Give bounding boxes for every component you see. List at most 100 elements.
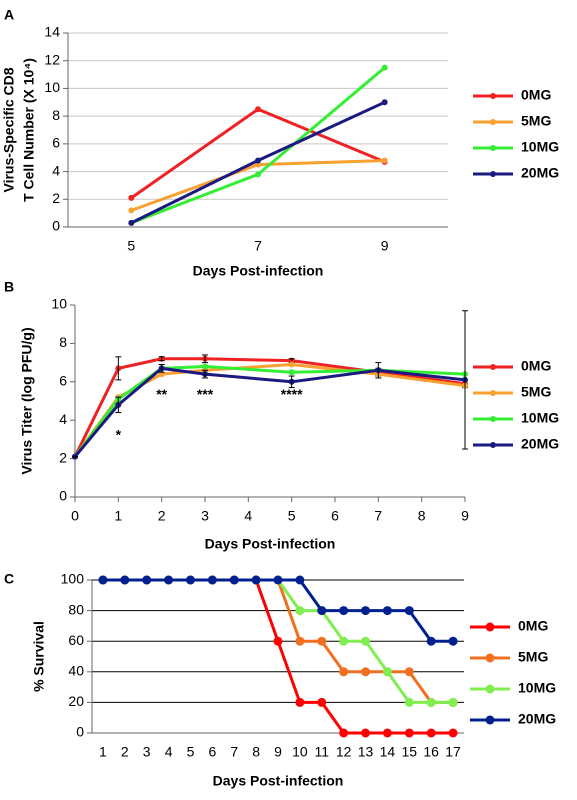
y-tick-label: 0 (59, 488, 67, 504)
y-axis-label: Virus Titer (log PFU/g) (19, 327, 35, 474)
panel-label: A (4, 7, 14, 23)
x-tick-label: 8 (252, 744, 260, 760)
point (273, 575, 283, 585)
annotation: * (116, 426, 122, 442)
point (404, 606, 414, 616)
y-tick-label: 2 (59, 449, 67, 465)
legend-label: 20MG (521, 165, 559, 181)
legend-label: 5MG (521, 384, 551, 400)
x-tick-label: 6 (208, 744, 216, 760)
y-axis-label: % Survival (31, 621, 47, 692)
series-line (102, 578, 454, 735)
point (404, 667, 414, 677)
point (255, 106, 261, 113)
legend-marker (485, 715, 495, 725)
point (185, 575, 195, 585)
x-axis-label: Days Post-infection (213, 773, 344, 789)
x-tick-label: 9 (274, 744, 282, 760)
point (448, 697, 458, 707)
annotation: *** (197, 386, 214, 402)
point (404, 697, 414, 707)
x-tick-label: 5 (288, 508, 296, 524)
legend-marker (490, 442, 496, 448)
x-tick-label: 0 (71, 508, 79, 524)
x-axis-label: Days Post-infection (205, 536, 336, 552)
point (229, 575, 239, 585)
point (361, 636, 371, 646)
point (361, 728, 371, 738)
y-tick-label: 4 (59, 411, 67, 427)
y-axis-label: Virus-Specific CD8 (1, 67, 17, 192)
x-tick-label: 1 (114, 508, 122, 524)
y-tick-label: 10 (44, 79, 60, 95)
point (295, 697, 305, 707)
x-tick-label: 2 (158, 508, 166, 524)
point (251, 575, 261, 585)
point (255, 161, 261, 168)
legend-label: 10MG (521, 410, 559, 426)
point (339, 728, 349, 738)
y-tick-label: 12 (44, 51, 60, 67)
point (120, 575, 130, 585)
point (339, 636, 349, 646)
x-tick-label: 14 (380, 744, 396, 760)
point (128, 207, 135, 214)
point (361, 606, 371, 616)
legend-marker (490, 93, 496, 99)
series-line (73, 363, 466, 458)
legend-label: 0MG (518, 618, 548, 634)
point (295, 636, 305, 646)
legend-marker (490, 145, 496, 151)
x-tick-label: 4 (244, 508, 252, 524)
point (295, 575, 305, 585)
point (164, 575, 174, 585)
x-tick-label: 3 (201, 508, 209, 524)
y-axis-label: T Cell Number (X 10⁴) (21, 58, 37, 202)
point (361, 667, 371, 677)
legend-label: 20MG (521, 436, 559, 452)
x-axis-label: Days Post-infection (193, 263, 324, 279)
panel-label: C (4, 571, 14, 587)
point (142, 575, 152, 585)
point (426, 697, 436, 707)
legend-marker (490, 390, 496, 396)
point (404, 728, 414, 738)
point (426, 728, 436, 738)
y-tick-label: 2 (52, 190, 60, 206)
x-tick-label: 15 (402, 744, 418, 760)
point (382, 606, 392, 616)
x-tick-label: 1 (99, 744, 107, 760)
point (288, 369, 295, 376)
y-tick-label: 0 (76, 724, 84, 740)
legend-label: 5MG (521, 113, 551, 129)
y-tick-label: 40 (68, 663, 84, 679)
point (207, 575, 217, 585)
y-tick-label: 20 (68, 693, 84, 709)
point (317, 636, 327, 646)
x-tick-label: 11 (314, 744, 329, 760)
legend-label: 10MG (521, 139, 559, 155)
y-tick-label: 8 (52, 107, 60, 123)
point (288, 361, 295, 368)
x-tick-label: 10 (292, 744, 308, 760)
panel-label: B (4, 279, 14, 295)
y-tick-label: 4 (52, 162, 60, 178)
y-tick-label: 100 (61, 571, 85, 587)
point (381, 64, 388, 71)
x-tick-label: 7 (230, 744, 238, 760)
annotation: ** (156, 386, 167, 402)
point (448, 728, 458, 738)
y-tick-label: 0 (52, 218, 60, 234)
point (273, 636, 283, 646)
point (317, 697, 327, 707)
point (98, 575, 108, 585)
legend-marker (490, 119, 496, 125)
point (339, 606, 349, 616)
point (202, 363, 208, 370)
x-tick-label: 5 (127, 238, 135, 254)
x-tick-label: 7 (374, 508, 382, 524)
legend-label: 0MG (521, 87, 551, 103)
y-tick-label: 8 (59, 334, 67, 350)
legend-label: 10MG (518, 680, 556, 696)
legend-label: 0MG (521, 358, 551, 374)
